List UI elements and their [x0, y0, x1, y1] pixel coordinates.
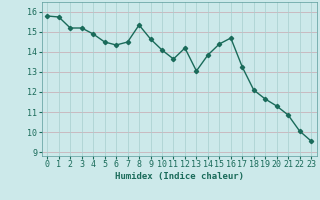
X-axis label: Humidex (Indice chaleur): Humidex (Indice chaleur) — [115, 172, 244, 181]
